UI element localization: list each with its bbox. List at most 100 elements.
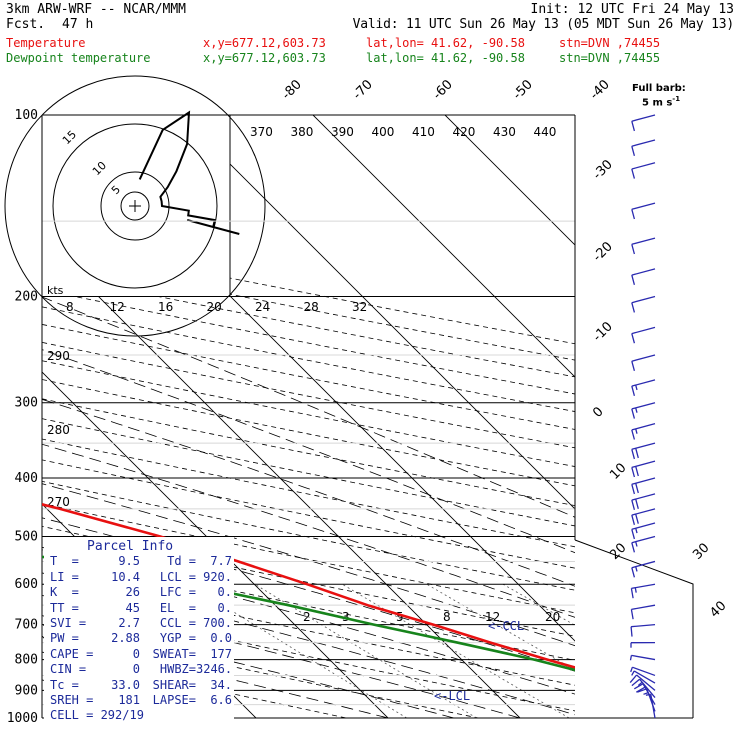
- ccl-marker: <-CCL: [488, 619, 524, 633]
- theta-label: 290: [47, 349, 70, 363]
- theta-label: 400: [372, 125, 395, 139]
- hodograph-speed-label: 12: [110, 300, 125, 314]
- moist-adiabat: [42, 615, 455, 718]
- parcel-info-title: Parcel Info: [87, 539, 174, 554]
- temperature-xy: x,y=677.12,603.73: [203, 36, 326, 50]
- wind-barb: [629, 674, 656, 691]
- parcel-info-row: CAPE = 0 SWEAT= 177: [50, 647, 234, 662]
- parcel-info-row: CIN = 0 HWBZ= 3246.: [50, 662, 234, 677]
- wind-barb: [631, 493, 656, 510]
- isotherm-line: [42, 371, 389, 718]
- parcel-info-row: T = 9.5 Td = 7.7: [50, 554, 234, 569]
- wind-barb: [630, 583, 656, 599]
- parcel-info-row: SREH = 181 LAPSE= 6.6: [50, 693, 234, 708]
- isotherm-label: -10: [590, 319, 616, 345]
- wind-barb: [631, 139, 656, 156]
- parcel-info-cell: 920.: [203, 569, 232, 584]
- wind-barb: [631, 326, 656, 344]
- pressure-tick-label: 200: [15, 290, 38, 305]
- dry-adiabat: [42, 272, 575, 378]
- parcel-info-cell: YGP =: [159, 631, 196, 646]
- wind-barb: [630, 604, 656, 620]
- cell-motion: CELL = 292/19: [50, 708, 144, 723]
- parcel-info-cell: 0: [132, 662, 140, 677]
- moist-adiabat: [42, 349, 575, 554]
- parcel-info-panel: Parcel Info T = 9.5 Td = 7.7 LI = 10.4 LCL = 92…: [44, 537, 234, 725]
- parcel-info-cell: Td =: [167, 554, 196, 569]
- parcel-info-cell: 2.7: [118, 616, 140, 631]
- temperature-station: stn=DVN ,74455: [559, 36, 661, 50]
- init-time: Init: 12 UTC Fri 24 May 13: [530, 2, 735, 17]
- hodograph-ring: [52, 123, 218, 289]
- hodograph-ring: [120, 191, 150, 221]
- parcel-info-cell: CCL =: [159, 616, 196, 631]
- parcel-info-cell: Tc =: [50, 677, 79, 692]
- parcel-info-row: LI = 10.4 LCL = 920.: [50, 570, 234, 585]
- isotherm-label: -40: [587, 77, 613, 103]
- wind-barb: [631, 560, 656, 578]
- parcel-info-row: K = 26 LFC = 0.: [50, 585, 234, 600]
- theta-label: 410: [412, 125, 435, 139]
- parcel-info-rows: T = 9.5 Td = 7.7 LI = 10.4 LCL = 920. K = 26 LFC =…: [44, 554, 234, 708]
- wind-barb: [631, 670, 656, 684]
- pressure-tick-label: 500: [15, 529, 38, 544]
- pressure-tick-label: 700: [15, 618, 38, 633]
- parcel-info-cell: 10.4: [111, 569, 140, 584]
- isotherm-label: 30: [690, 541, 712, 563]
- wind-barb: [631, 379, 656, 396]
- parcel-info-row: Tc = 33.0 SHEAR= 34.: [50, 678, 234, 693]
- pressure-tick-label: 900: [15, 683, 38, 698]
- theta-label: 430: [493, 125, 516, 139]
- parcel-info-cell: SREH =: [50, 693, 94, 708]
- lcl-marker: <-LCL: [434, 689, 470, 703]
- wind-barb: [631, 678, 656, 699]
- mixing-ratio-label: 12: [485, 610, 500, 624]
- parcel-info-cell: 700.: [203, 616, 232, 631]
- isotherm-label: -30: [590, 157, 616, 183]
- parcel-info-cell: PW =: [50, 631, 79, 646]
- wind-barb: [630, 666, 656, 677]
- parcel-info-cell: SHEAR=: [152, 677, 196, 692]
- hodograph-speed-label: 32: [352, 300, 367, 314]
- hodograph-ring: [4, 75, 266, 337]
- dewpoint-legend: Dewpoint temperature: [6, 51, 151, 65]
- isotherm-line: [180, 115, 575, 510]
- hodograph-unit: kts: [47, 284, 64, 297]
- parcel-info-cell: 2.88: [111, 631, 140, 646]
- wind-barb: [631, 460, 656, 478]
- isotherm-label: -50: [510, 77, 536, 103]
- hodograph-speed-label: 16: [158, 300, 173, 314]
- parcel-info-cell: 9.5: [118, 554, 140, 569]
- dewpoint-latlon: lat,lon= 41.62, -90.58: [366, 51, 525, 65]
- wind-barb: [631, 522, 656, 540]
- parcel-info-cell: T =: [50, 554, 79, 569]
- isotherm-label: 0: [590, 404, 606, 420]
- wind-barb: [631, 535, 656, 553]
- dry-adiabat: [42, 525, 575, 637]
- parcel-info-cell: 181: [118, 693, 140, 708]
- wind-barb: [631, 162, 656, 179]
- pressure-tick-label: 100: [15, 108, 38, 123]
- theta-label: 370: [250, 125, 273, 139]
- hodograph-speed-label: 28: [304, 300, 319, 314]
- model-title: 3km ARW-WRF -- NCAR/MMM: [6, 2, 187, 17]
- parcel-info-cell: 3246.: [196, 662, 233, 677]
- wind-barb: [631, 423, 656, 440]
- parcel-info-cell: 0.0: [210, 631, 232, 646]
- isotherm-label: -80: [279, 77, 305, 103]
- isotherm-line: [444, 115, 575, 246]
- theta-label: 390: [331, 125, 354, 139]
- parcel-info-cell: 45: [125, 600, 140, 615]
- wind-barb: [631, 354, 656, 371]
- isotherm-label: -70: [350, 77, 376, 103]
- forecast-label: Fcst.: [6, 17, 46, 32]
- parcel-info-cell: LFC =: [159, 585, 196, 600]
- mixing-ratio-label: 8: [443, 610, 451, 624]
- wind-barb: [631, 477, 656, 495]
- dry-adiabat: [42, 289, 575, 395]
- wind-barb: [631, 295, 656, 313]
- theta-label: 440: [534, 125, 557, 139]
- mixing-ratio-label: 5: [396, 610, 404, 624]
- isotherm-label: 40: [707, 599, 729, 621]
